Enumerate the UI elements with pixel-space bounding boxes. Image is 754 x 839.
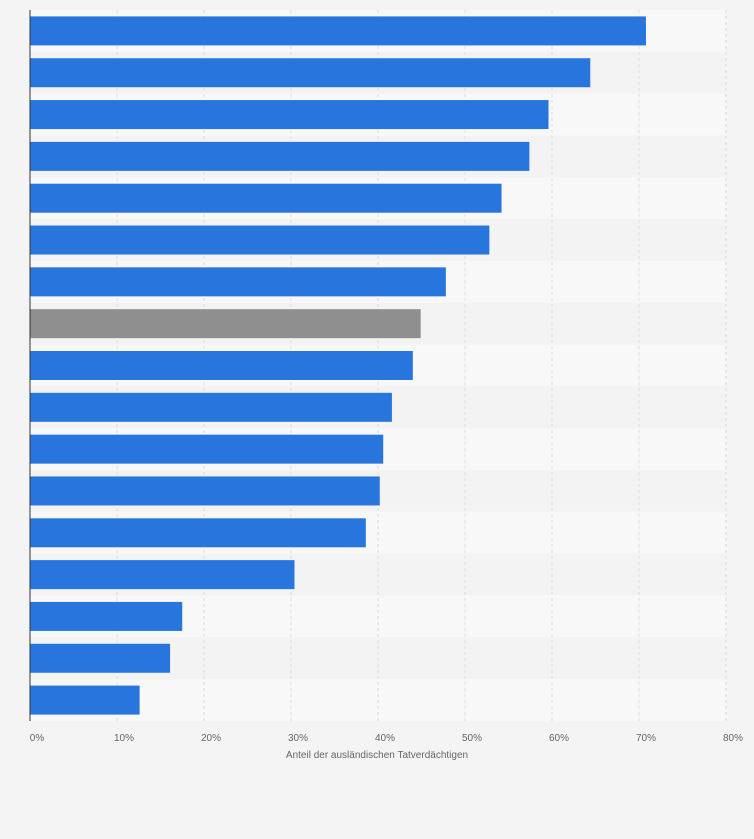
x-tick-label: 80% (723, 733, 743, 744)
bar (30, 392, 392, 422)
bar (30, 643, 171, 673)
x-tick-label: 50% (462, 733, 482, 744)
bar (30, 225, 490, 255)
bar (30, 351, 413, 380)
bar (30, 476, 380, 506)
x-axis-title: Anteil der ausländischen Tatverdächtigen (286, 750, 468, 761)
bar (30, 309, 421, 339)
bar (30, 183, 502, 213)
x-tick-label: 20% (201, 733, 221, 744)
bar (30, 601, 183, 631)
bar (30, 141, 530, 171)
bar (30, 16, 646, 46)
bar (30, 267, 446, 297)
bar (30, 58, 591, 88)
x-axis-ticks: 0% 10% 20% 30% 40% 50% 60% 70% 80% (30, 733, 743, 744)
x-tick-label: 70% (636, 733, 656, 744)
bar (30, 100, 549, 130)
x-tick-label: 0% (30, 733, 45, 744)
x-tick-label: 30% (288, 733, 308, 744)
bars (30, 16, 646, 715)
bar (30, 685, 140, 715)
bar (30, 518, 366, 548)
bar (30, 560, 295, 590)
x-tick-label: 40% (375, 733, 395, 744)
bar (30, 434, 384, 464)
x-tick-label: 10% (114, 733, 134, 744)
x-tick-label: 60% (549, 733, 569, 744)
